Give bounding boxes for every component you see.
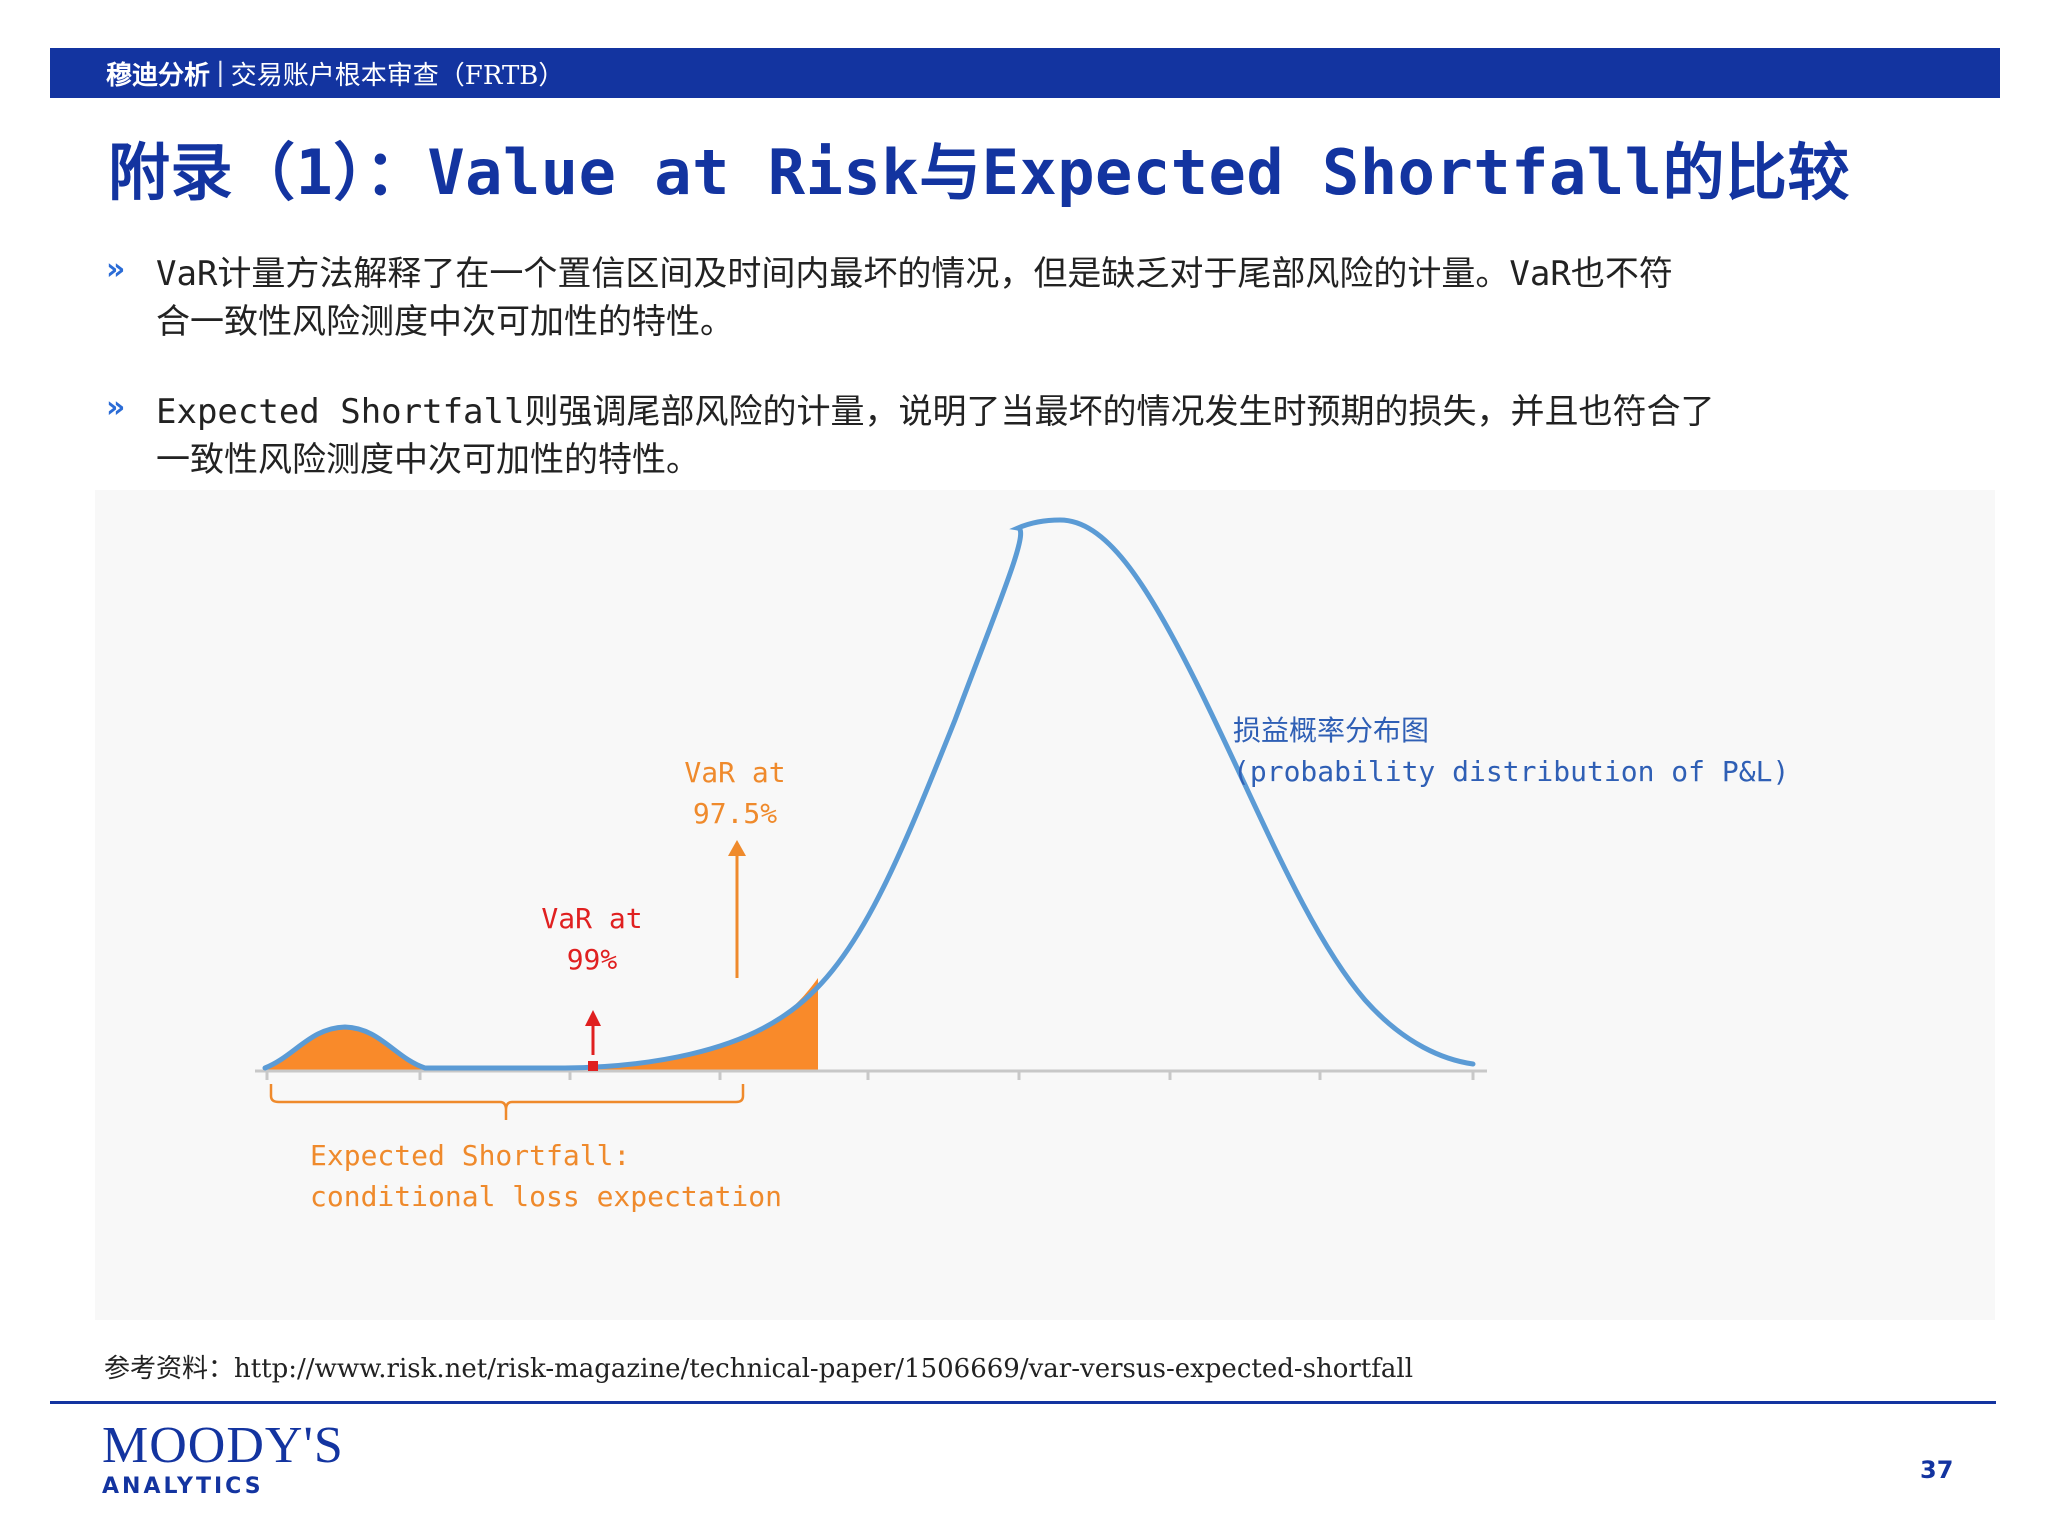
var975-label-line2: 97.5% bbox=[693, 797, 777, 830]
distribution-svg: VaR at 97.5% VaR at 99% 损益概率分布图 (probabi… bbox=[255, 517, 1789, 1213]
distribution-figure: VaR at 97.5% VaR at 99% 损益概率分布图 (probabi… bbox=[95, 490, 1995, 1320]
bullet-list: » VaR计量方法解释了在一个置信区间及时间内最坏的情况，但是缺乏对于尾部风险的… bbox=[100, 250, 1980, 526]
bullet-text: VaR计量方法解释了在一个置信区间及时间内最坏的情况，但是缺乏对于尾部风险的计量… bbox=[156, 250, 1980, 346]
header-bar: 穆迪分析 | 交易账户根本审查（FRTB） bbox=[50, 48, 2000, 98]
bullet-item: » Expected Shortfall则强调尾部风险的计量，说明了当最坏的情况… bbox=[100, 388, 1980, 484]
var99-arrowhead-icon bbox=[585, 1010, 601, 1026]
bullet-line: VaR计量方法解释了在一个置信区间及时间内最坏的情况，但是缺乏对于尾部风险的计量… bbox=[156, 254, 1673, 294]
var99-label-line2: 99% bbox=[567, 943, 618, 976]
header-brand: 穆迪分析 bbox=[106, 60, 211, 91]
es-label-line2: conditional loss expectation bbox=[310, 1180, 782, 1213]
var975-label-line1: VaR at bbox=[684, 756, 785, 789]
logo-sub: ANALYTICS bbox=[102, 1474, 264, 1499]
bullet-item: » VaR计量方法解释了在一个置信区间及时间内最坏的情况，但是缺乏对于尾部风险的… bbox=[100, 250, 1980, 346]
page-title: 附录（1）：Value at Risk与Expected Shortfall的比… bbox=[108, 136, 1850, 209]
tail-bump-fill bbox=[265, 1028, 425, 1070]
axis-ticks bbox=[265, 1071, 1475, 1080]
es-label-line1: Expected Shortfall: bbox=[310, 1139, 630, 1172]
header-separator: | bbox=[216, 58, 225, 88]
bullet-line: 一致性风险测度中次可加性的特性。 bbox=[156, 440, 700, 480]
var99-marker bbox=[588, 1061, 598, 1071]
var99-label-line1: VaR at bbox=[541, 902, 642, 935]
curve-label-line1: 损益概率分布图 bbox=[1233, 714, 1429, 747]
distribution-curve bbox=[262, 517, 1476, 1071]
header-topic: 交易账户根本审查（FRTB） bbox=[230, 60, 565, 91]
curve-label-line2: (probability distribution of P&L) bbox=[1233, 755, 1789, 788]
footer-divider bbox=[50, 1401, 1996, 1404]
page-number: 37 bbox=[1920, 1456, 1954, 1484]
es-brace bbox=[269, 1084, 745, 1120]
bullet-line: Expected Shortfall则强调尾部风险的计量，说明了当最坏的情况发生… bbox=[156, 392, 1715, 432]
var975-arrowhead-icon bbox=[728, 840, 746, 856]
expected-shortfall-area bbox=[555, 978, 818, 1070]
bullet-marker-icon: » bbox=[106, 252, 126, 287]
reference-note: 参考资料：http://www.risk.net/risk-magazine/t… bbox=[104, 1354, 1414, 1384]
bullet-marker-icon: » bbox=[106, 390, 126, 425]
bullet-text: Expected Shortfall则强调尾部风险的计量，说明了当最坏的情况发生… bbox=[156, 388, 1980, 484]
bullet-line: 合一致性风险测度中次可加性的特性。 bbox=[156, 302, 734, 342]
moodys-logo: MOODY'S ANALYTICS bbox=[102, 1418, 344, 1500]
logo-name: MOODY'S bbox=[102, 1417, 344, 1474]
